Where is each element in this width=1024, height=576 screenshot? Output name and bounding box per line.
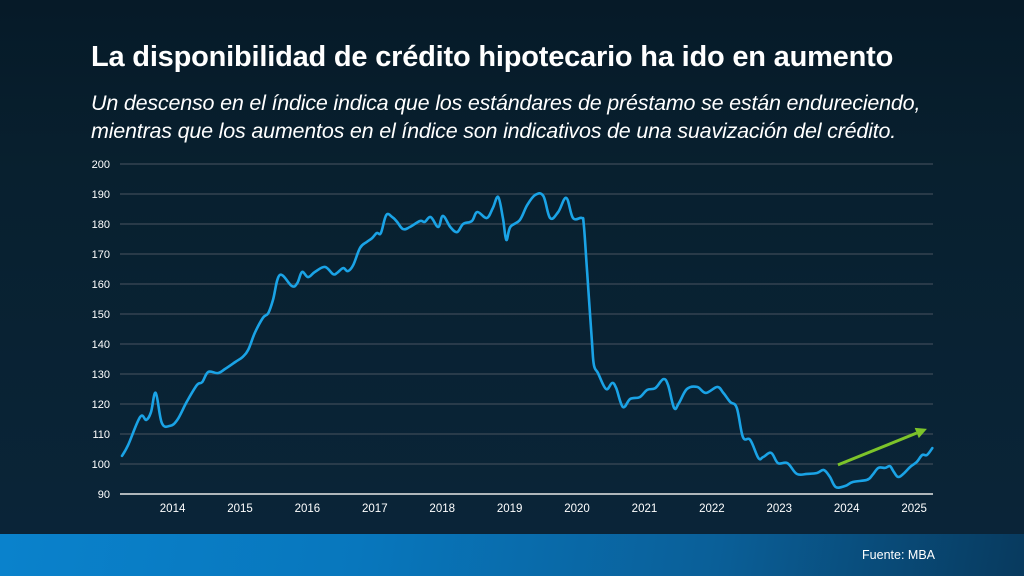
slide-subtitle: Un descenso en el índice indica que los … <box>91 89 971 145</box>
x-tick-label: 2018 <box>429 503 455 515</box>
x-tick-label: 2023 <box>767 503 793 515</box>
y-tick-label: 170 <box>92 249 110 261</box>
x-tick-label: 2024 <box>834 503 860 515</box>
x-tick-label: 2022 <box>699 503 725 515</box>
y-axis-ticks: 90 100 110 120 130 140 150 160 170 180 190 200 <box>92 159 110 501</box>
subtitle-line-1: Un descenso en el índice indica que los … <box>91 91 921 115</box>
x-tick-label: 2016 <box>295 503 321 515</box>
arrow-head-icon <box>914 427 927 439</box>
x-tick-label: 2025 <box>901 503 927 515</box>
x-tick-label: 2015 <box>227 503 253 515</box>
y-tick-label: 130 <box>92 369 110 381</box>
x-tick-label: 2014 <box>160 503 186 515</box>
arrow-shaft <box>837 431 918 467</box>
y-tick-label: 160 <box>92 279 110 291</box>
trend-arrow <box>837 427 927 467</box>
gridlines <box>120 163 933 465</box>
y-tick-label: 100 <box>92 459 110 471</box>
y-tick-label: 140 <box>92 339 110 351</box>
y-tick-label: 190 <box>92 189 110 201</box>
x-tick-label: 2021 <box>632 503 658 515</box>
x-tick-label: 2019 <box>497 503 523 515</box>
y-tick-label: 90 <box>98 489 110 501</box>
x-axis-ticks: 2014 2015 2016 2017 2018 2019 2020 2021 2022 2023… <box>160 503 927 515</box>
subtitle-line-2: mientras que los aumentos en el índice s… <box>91 119 897 143</box>
line-chart: 90 100 110 120 130 140 150 160 170 180 190 200 2014… <box>92 159 934 515</box>
y-tick-label: 200 <box>92 159 110 171</box>
x-tick-label: 2017 <box>362 503 388 515</box>
y-tick-label: 110 <box>92 429 110 441</box>
x-tick-label: 2020 <box>564 503 590 515</box>
y-tick-label: 120 <box>92 399 110 411</box>
y-tick-label: 150 <box>92 309 110 321</box>
source-label: Fuente: MBA <box>862 548 935 562</box>
slide-title: La disponibilidad de crédito hipotecario… <box>91 41 894 73</box>
footer-band: Fuente: MBA <box>0 534 1024 576</box>
series-line <box>120 192 934 490</box>
y-tick-label: 180 <box>92 219 110 231</box>
